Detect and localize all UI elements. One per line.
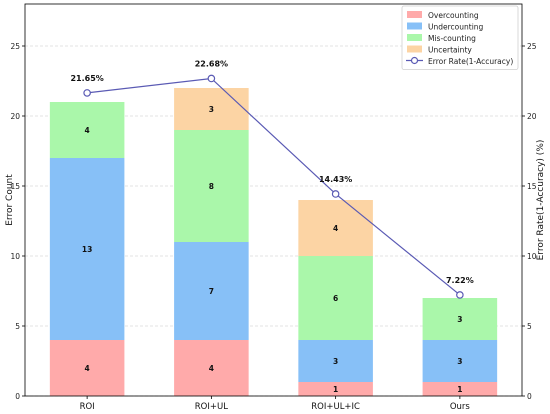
legend-label-2: Mis-counting [428, 34, 476, 43]
bar-value-label: 3 [333, 357, 338, 366]
error-rate-point-0 [83, 89, 91, 97]
bar-value-label: 3 [457, 357, 462, 366]
bar-undercounting-1 [174, 242, 249, 340]
bar-overcounting-2 [298, 382, 373, 396]
bar-value-label: 1 [457, 385, 462, 394]
bar-mis-counting-0 [49, 102, 125, 158]
y2-tick-label: 25 [527, 42, 537, 51]
y2-axis-title: Error Rate(1-Accuracy) (%) [536, 140, 546, 261]
plot-frame [24, 3, 523, 397]
error-rate-point-3 [456, 291, 464, 299]
y2-tick-label: 5 [527, 322, 532, 331]
axes: 0 5 10 15 20 25 0 5 10 15 20 25 ROI ROI+UL ROI+UL+IC Ou… [10, 3, 537, 412]
bar-undercounting-3 [422, 340, 498, 382]
y2-tick-label: 20 [527, 112, 537, 121]
legend-label-0: Overcounting [428, 11, 479, 20]
x-tick-label-3: Ours [450, 402, 471, 412]
bar-mis-counting-1 [174, 130, 249, 242]
error-rate-label-0: 21.65% [70, 74, 103, 83]
y-tick-label: 20 [10, 112, 20, 121]
bar-mis-counting-2 [298, 256, 373, 340]
x-tick-label-1: ROI+UL [195, 402, 228, 412]
legend-marker-swatch [410, 56, 419, 65]
bar-undercounting-0 [49, 158, 125, 340]
bars [49, 88, 498, 396]
bar-value-label: 4 [85, 126, 90, 135]
legend-label-1: Undercounting [428, 23, 484, 32]
y2-tick-label: 0 [527, 392, 532, 401]
legend-swatch-1 [407, 22, 422, 30]
bar-overcounting-1 [174, 340, 249, 396]
bar-value-label: 4 [333, 224, 338, 233]
error-rate-label-2: 14.43% [319, 175, 352, 184]
bar-uncertainty-1 [174, 88, 249, 130]
bar-value-label: 6 [333, 294, 338, 303]
bar-value-label: 4 [85, 364, 90, 373]
error-rate-label-1: 22.68% [195, 59, 228, 68]
y-tick-label: 25 [10, 42, 20, 51]
y-tick-label: 15 [10, 182, 20, 191]
legend-swatch-3 [407, 45, 422, 53]
legend-box [401, 5, 519, 70]
error-rate-point-2 [331, 190, 340, 198]
bar-value-label: 7 [209, 287, 214, 296]
error-rate-point-1 [207, 74, 216, 83]
bar-value-label: 3 [209, 105, 214, 114]
bar-undercounting-2 [298, 340, 373, 382]
legend-label-3: Uncertainty [428, 46, 472, 55]
y2-tick-label: 10 [527, 252, 537, 261]
bar-value-label: 3 [457, 315, 462, 324]
legend-swatch-2 [407, 34, 422, 41]
y-tick-label: 5 [15, 322, 20, 331]
y-axis-title: Error Count [5, 174, 15, 226]
bar-value-label: 1 [333, 385, 338, 394]
legend-label-line: Error Rate(1-Accuracy) [428, 57, 513, 66]
error-rate-line: 21.65% 22.68% 14.43% 7.22% [70, 59, 474, 299]
bar-mis-counting-3 [422, 298, 498, 340]
x-tick-label-2: ROI+UL+IC [311, 402, 360, 412]
x-tick-label-0: ROI [80, 402, 95, 412]
bar-uncertainty-2 [298, 200, 373, 256]
bar-value-label: 4 [209, 364, 214, 373]
bar-overcounting-3 [422, 382, 498, 396]
bar-value-label: 8 [209, 182, 214, 191]
bar-value-label: 13 [82, 245, 92, 254]
legend-swatch-0 [407, 11, 422, 18]
error-rate-label-3: 7.22% [446, 276, 474, 285]
y-tick-label: 10 [10, 252, 20, 261]
y2-tick-label: 15 [527, 182, 537, 191]
error-rate-polyline [87, 77, 461, 296]
y-tick-label: 0 [15, 392, 20, 401]
legend: Overcounting Undercounting Mis-counting Unc… [401, 5, 519, 70]
bar-overcounting-0 [49, 340, 125, 396]
